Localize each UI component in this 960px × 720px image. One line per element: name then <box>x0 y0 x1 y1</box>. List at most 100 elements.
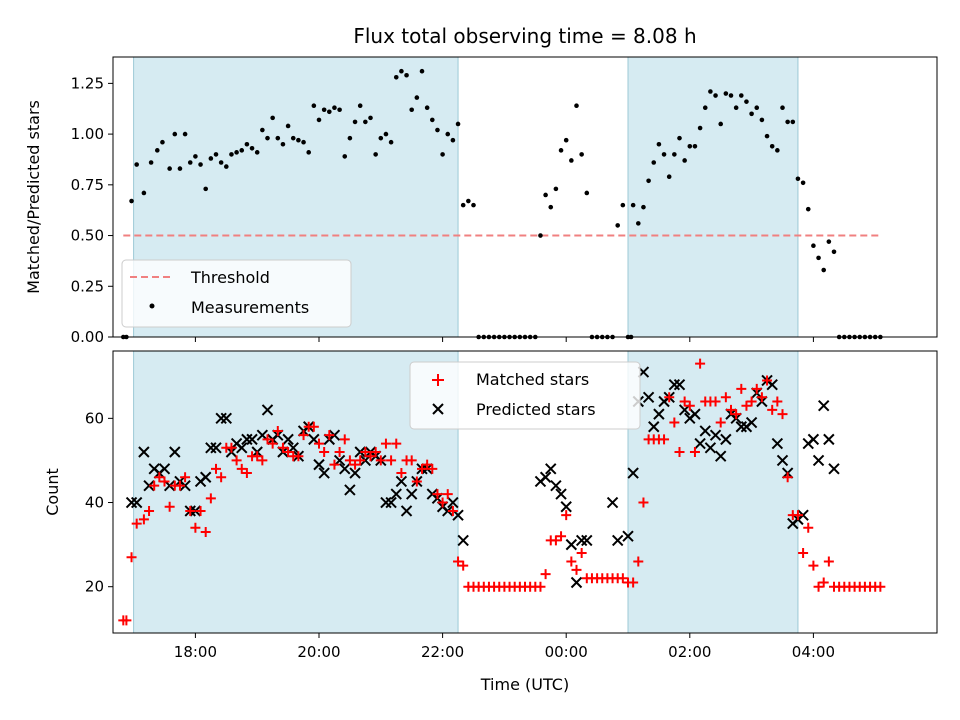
matched-star-point <box>674 447 685 458</box>
measurement-point <box>198 162 203 167</box>
predicted-star-point <box>282 433 294 446</box>
measurement-point <box>538 233 543 238</box>
matched-star-point <box>751 383 762 394</box>
predicted-star-point <box>130 496 143 509</box>
observing-windows <box>133 350 799 634</box>
measurement-point <box>260 127 265 133</box>
matched-star-point <box>365 451 376 462</box>
measurement-point <box>651 160 657 165</box>
predicted-star-point <box>828 463 840 475</box>
measurement-point <box>795 176 801 182</box>
predicted-star-point <box>545 463 557 475</box>
matched-star-point <box>190 522 201 533</box>
predicted-star-point <box>158 463 171 475</box>
ratio-axes-frame <box>112 56 938 338</box>
measurement-point <box>764 133 770 139</box>
matched-star-point <box>159 476 170 487</box>
matched-star-point <box>818 577 829 588</box>
measurement-point <box>172 131 178 137</box>
ratio-legend-box <box>121 259 352 328</box>
matched-star-point <box>628 577 639 588</box>
predicted-star-point <box>581 534 593 547</box>
predicted-star-point <box>823 433 835 446</box>
x-tick-label: 04:00 <box>792 643 835 661</box>
measurement-point <box>182 131 188 137</box>
measurement-point <box>816 255 821 261</box>
matched-star-point <box>437 497 448 508</box>
measurement-point <box>347 135 353 141</box>
measurement-point <box>327 109 332 115</box>
matched-star-point <box>308 421 319 432</box>
measurement-point <box>702 105 708 111</box>
predicted-star-point <box>817 400 830 412</box>
matched-star-point <box>211 463 221 474</box>
x-tick-label: 22:00 <box>421 643 464 661</box>
predicted-stars-points <box>125 366 840 589</box>
ratio-y-axis-label: Matched/Predicted stars <box>24 100 43 294</box>
measurement-point <box>455 121 461 127</box>
measurement-point <box>692 143 698 149</box>
measurement-point <box>831 249 837 255</box>
matched-star-point <box>396 468 407 479</box>
measurement-point <box>450 137 456 143</box>
measurement-point <box>656 141 662 147</box>
measurement-point <box>373 152 378 157</box>
measurement-point <box>805 206 811 212</box>
predicted-star-point <box>704 442 717 454</box>
matched-star-point <box>360 447 371 458</box>
measurement-point <box>574 103 579 108</box>
measurement-point <box>790 119 796 125</box>
measurement-point <box>229 152 234 157</box>
predicted-star-point <box>313 458 325 471</box>
measurement-point <box>424 105 430 111</box>
predicted-star-point <box>354 446 366 458</box>
measurement-point <box>558 148 564 153</box>
matched-star-point <box>638 497 649 508</box>
matched-star-point <box>617 573 628 584</box>
predicted-star-point <box>125 496 138 509</box>
matched-star-point <box>195 505 206 516</box>
measurement-point <box>193 154 198 159</box>
measurement-point <box>280 141 286 147</box>
predicted-star-point <box>395 475 408 488</box>
predicted-star-point <box>642 391 655 404</box>
measurement-point <box>239 148 245 153</box>
matched-star-point <box>262 434 273 445</box>
predicted-star-point <box>241 433 253 446</box>
measurement-point <box>203 186 208 192</box>
count-legend: Matched stars Predicted stars <box>409 361 641 430</box>
measurement-point <box>148 160 154 165</box>
matched-star-point <box>710 396 721 407</box>
measurement-point <box>615 223 620 228</box>
matched-star-point <box>561 510 572 521</box>
measurement-point <box>321 107 327 113</box>
matched-star-point <box>772 396 783 407</box>
matched-star-point <box>453 556 464 567</box>
matched-star-point <box>458 560 469 571</box>
predicted-star-point <box>745 416 758 429</box>
measurement-point <box>388 139 394 145</box>
measurement-point <box>440 152 445 157</box>
measurement-point <box>393 74 399 80</box>
matched-star-point <box>792 510 803 521</box>
measurement-point <box>780 105 785 111</box>
y-tick-label: 20 <box>85 578 104 596</box>
matched-star-point <box>350 459 361 470</box>
predicted-star-point <box>699 425 711 437</box>
matched-star-point <box>314 438 324 449</box>
matched-star-point <box>138 514 149 525</box>
predicted-star-point <box>390 488 402 500</box>
measurement-point <box>316 117 322 123</box>
matched-star-point <box>355 455 366 466</box>
matched-star-point <box>375 455 386 466</box>
measurement-point <box>826 239 832 244</box>
y-tick-label: 60 <box>85 409 104 427</box>
measurement-point <box>435 127 440 133</box>
measurement-point <box>563 137 569 143</box>
matched-star-point <box>720 392 731 403</box>
predicted-star-point <box>236 442 248 454</box>
predicted-star-point <box>627 467 639 479</box>
predicted-star-point <box>442 505 454 517</box>
legend-predicted-swatch <box>432 403 444 415</box>
matched-star-point <box>174 480 185 491</box>
